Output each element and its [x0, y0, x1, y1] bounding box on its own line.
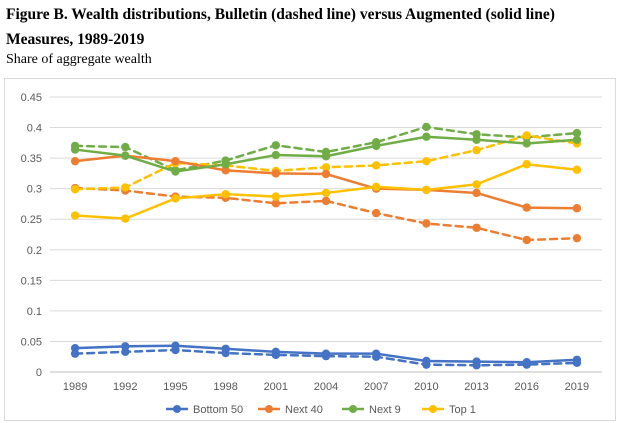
data-point-next-9-dashed [572, 128, 582, 138]
data-point-next-9-solid [70, 145, 80, 154]
data-point-next-9-solid [221, 160, 230, 169]
legend-label-bottom-50: Bottom 50 [193, 404, 243, 416]
data-point-top-1-solid [171, 194, 180, 203]
data-point-bottom-50-solid [371, 349, 381, 358]
data-point-top-1-solid [321, 188, 331, 198]
data-point-top-1-dashed [472, 145, 481, 155]
data-point-bottom-50-solid [572, 355, 582, 364]
data-point-top-1-solid [472, 180, 481, 189]
data-point-bottom-50-solid [472, 357, 481, 366]
x-tick-label: 2019 [565, 381, 589, 393]
y-tick-label: 0.05 [21, 336, 42, 348]
data-point-next-40-solid [70, 156, 80, 166]
data-point-top-1-solid [271, 192, 281, 201]
data-point-bottom-50-solid [321, 349, 331, 358]
data-point-next-40-solid [321, 169, 331, 179]
data-point-next-40-solid [472, 188, 481, 198]
x-tick-label: 2007 [364, 381, 388, 393]
data-point-next-40-solid [221, 166, 230, 175]
data-point-next-40-solid [271, 169, 281, 178]
x-tick-label: 2010 [414, 381, 438, 393]
y-tick-label: 0.1 [27, 306, 42, 318]
x-tick-label: 2013 [464, 381, 488, 393]
data-point-top-1-solid [371, 182, 381, 192]
data-point-next-40-solid [572, 204, 582, 213]
data-point-bottom-50-solid [422, 356, 431, 366]
x-tick-label: 2016 [514, 381, 538, 393]
data-point-next-40-dashed [321, 196, 331, 206]
data-point-next-9-solid [171, 167, 180, 176]
data-point-next-40-dashed [371, 208, 381, 218]
data-point-next-9-solid [472, 135, 481, 144]
data-point-bottom-50-solid [70, 343, 80, 353]
data-point-next-40-solid [522, 203, 531, 212]
data-point-top-1-solid [70, 211, 80, 220]
x-tick-label: 1989 [63, 381, 87, 393]
data-point-next-9-dashed [121, 142, 130, 152]
data-point-next-40-dashed [472, 223, 481, 232]
data-point-next-9-solid [371, 141, 381, 151]
chart-title: Figure B. Wealth distributions, Bulletin… [6, 6, 555, 48]
data-point-bottom-50-solid [271, 347, 281, 357]
legend-marker-bottom-50 [173, 405, 181, 413]
data-point-next-9-dashed [271, 141, 281, 150]
y-tick-label: 0.25 [21, 214, 42, 226]
data-point-top-1-dashed [422, 156, 431, 166]
data-point-bottom-50-solid [121, 342, 130, 351]
y-tick-label: 0.35 [21, 153, 42, 165]
data-point-next-9-solid [422, 132, 431, 141]
x-tick-label: 1998 [213, 381, 237, 393]
x-tick-label: 2001 [264, 381, 288, 393]
legend-marker-next-9 [349, 405, 357, 413]
data-point-next-40-dashed [522, 235, 531, 245]
y-tick-label: 0.15 [21, 275, 42, 287]
x-tick-label: 2004 [314, 381, 338, 393]
data-point-bottom-50-solid [522, 358, 531, 367]
legend-label-top-1: Top 1 [449, 404, 476, 416]
data-point-next-9-solid [121, 151, 130, 160]
legend-label-next-9: Next 9 [369, 404, 401, 416]
data-point-top-1-dashed [522, 131, 531, 140]
data-point-top-1-dashed [321, 163, 331, 172]
legend-marker-top-1 [429, 405, 437, 413]
y-tick-label: 0.4 [27, 123, 42, 135]
data-point-next-40-dashed [422, 219, 431, 228]
chart-subtitle: Share of aggregate wealth [6, 52, 152, 67]
data-point-top-1-dashed [70, 185, 80, 194]
data-point-bottom-50-solid [221, 344, 230, 353]
data-point-next-40-solid [171, 156, 180, 166]
data-point-next-40-dashed [271, 199, 281, 208]
data-point-next-9-solid [522, 139, 531, 148]
data-point-top-1-solid [572, 165, 582, 174]
data-point-top-1-solid [121, 214, 130, 223]
y-tick-label: 0 [36, 367, 42, 379]
x-tick-label: 1995 [163, 381, 187, 393]
data-point-top-1-solid [221, 189, 230, 199]
data-point-top-1-dashed [121, 183, 130, 192]
data-point-next-9-dashed [422, 122, 431, 132]
legend-marker-next-40 [265, 405, 273, 413]
y-tick-label: 0.45 [21, 92, 42, 104]
x-tick-label: 1992 [113, 381, 137, 393]
legend-label-next-40: Next 40 [285, 404, 323, 416]
data-point-top-1-solid [522, 160, 531, 169]
y-tick-label: 0.2 [27, 245, 42, 257]
data-point-bottom-50-solid [171, 341, 180, 350]
data-point-next-9-solid [572, 135, 582, 144]
data-point-next-9-solid [321, 152, 331, 161]
y-tick-label: 0.3 [27, 184, 42, 196]
data-point-top-1-solid [422, 185, 431, 195]
data-point-next-40-dashed [572, 233, 582, 243]
data-point-next-9-solid [271, 150, 281, 160]
data-point-top-1-dashed [371, 161, 381, 170]
